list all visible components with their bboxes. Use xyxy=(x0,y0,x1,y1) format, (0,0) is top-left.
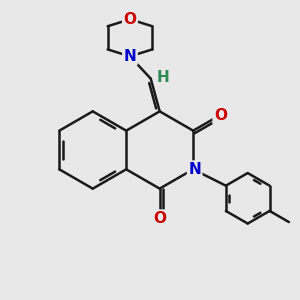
Text: O: O xyxy=(153,211,166,226)
Text: O: O xyxy=(214,108,227,123)
Text: O: O xyxy=(124,12,136,27)
Text: H: H xyxy=(156,70,169,85)
Text: N: N xyxy=(188,162,201,177)
Text: N: N xyxy=(124,49,136,64)
